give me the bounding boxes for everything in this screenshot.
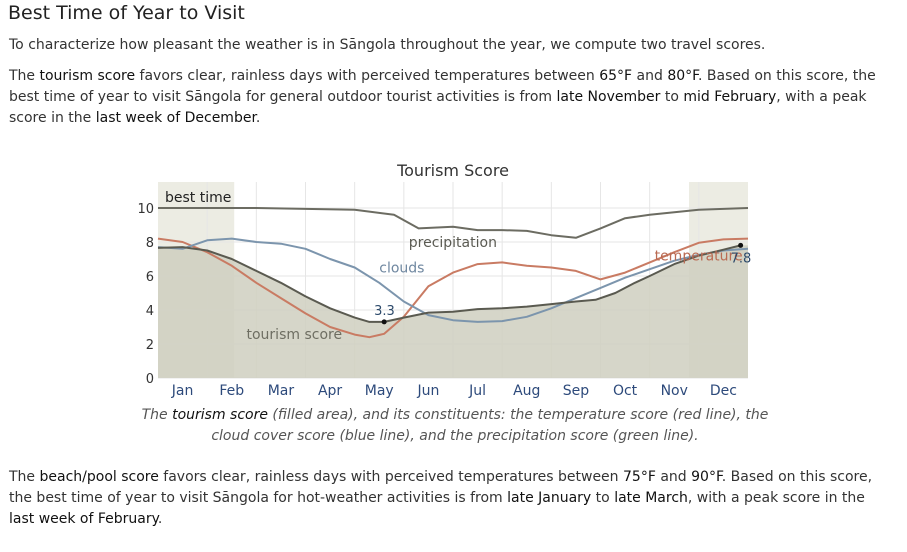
y-tick-label: 0	[146, 372, 154, 387]
max-value-label: 7.8	[731, 251, 752, 266]
x-tick-label: Dec	[710, 383, 737, 399]
beach-score-term: beach/pool score	[39, 469, 159, 485]
beach-paragraph: The beach/pool score favors clear, rainl…	[9, 469, 873, 527]
x-tick-label: Feb	[219, 383, 244, 399]
x-tick-label: Nov	[661, 383, 688, 399]
tourism-score-label: tourism score	[247, 327, 343, 343]
y-tick-label: 10	[137, 202, 154, 217]
x-tick-label: Oct	[613, 383, 638, 399]
min-marker	[381, 319, 387, 325]
y-tick-label: 8	[146, 236, 154, 251]
x-tick-label: Jan	[171, 383, 194, 399]
chart-title: Tourism Score	[396, 161, 509, 180]
caption-term: tourism score	[172, 407, 268, 423]
y-tick-label: 6	[146, 270, 154, 285]
tourism-paragraph: The tourism score favors clear, rainless…	[9, 68, 876, 126]
best-time-label: best time	[165, 190, 231, 206]
tourism-score-term: tourism score	[39, 68, 136, 84]
x-tick-label: May	[365, 383, 394, 399]
precipitation-line	[158, 207, 749, 239]
x-tick-label: Mar	[268, 383, 295, 399]
x-tick-label: Apr	[318, 383, 342, 399]
y-tick-label: 4	[146, 304, 154, 319]
intro-paragraph: To characterize how pleasant the weather…	[9, 37, 766, 53]
tourism-score-chart: 0 2 4 6 8 10 Tourism Score best time tourism sco…	[137, 161, 752, 399]
clouds-label: clouds	[379, 261, 424, 277]
max-marker	[738, 242, 744, 248]
min-value-label: 3.3	[374, 304, 395, 319]
x-tick-label: Jun	[416, 383, 439, 399]
y-tick-label: 2	[146, 338, 154, 353]
x-tick-label: Sep	[563, 383, 590, 399]
precipitation-label: precipitation	[409, 235, 497, 251]
tourism-score-line	[157, 244, 741, 323]
x-tick-label: Jul	[468, 383, 486, 399]
chart-caption: The tourism score (filled area), and its…	[141, 407, 769, 444]
temperature-line	[157, 237, 749, 339]
x-tick-label: Aug	[513, 383, 540, 399]
temperature-label: temperature	[655, 249, 743, 265]
section-heading: Best Time of Year to Visit	[8, 2, 245, 24]
clouds-line	[157, 237, 749, 323]
